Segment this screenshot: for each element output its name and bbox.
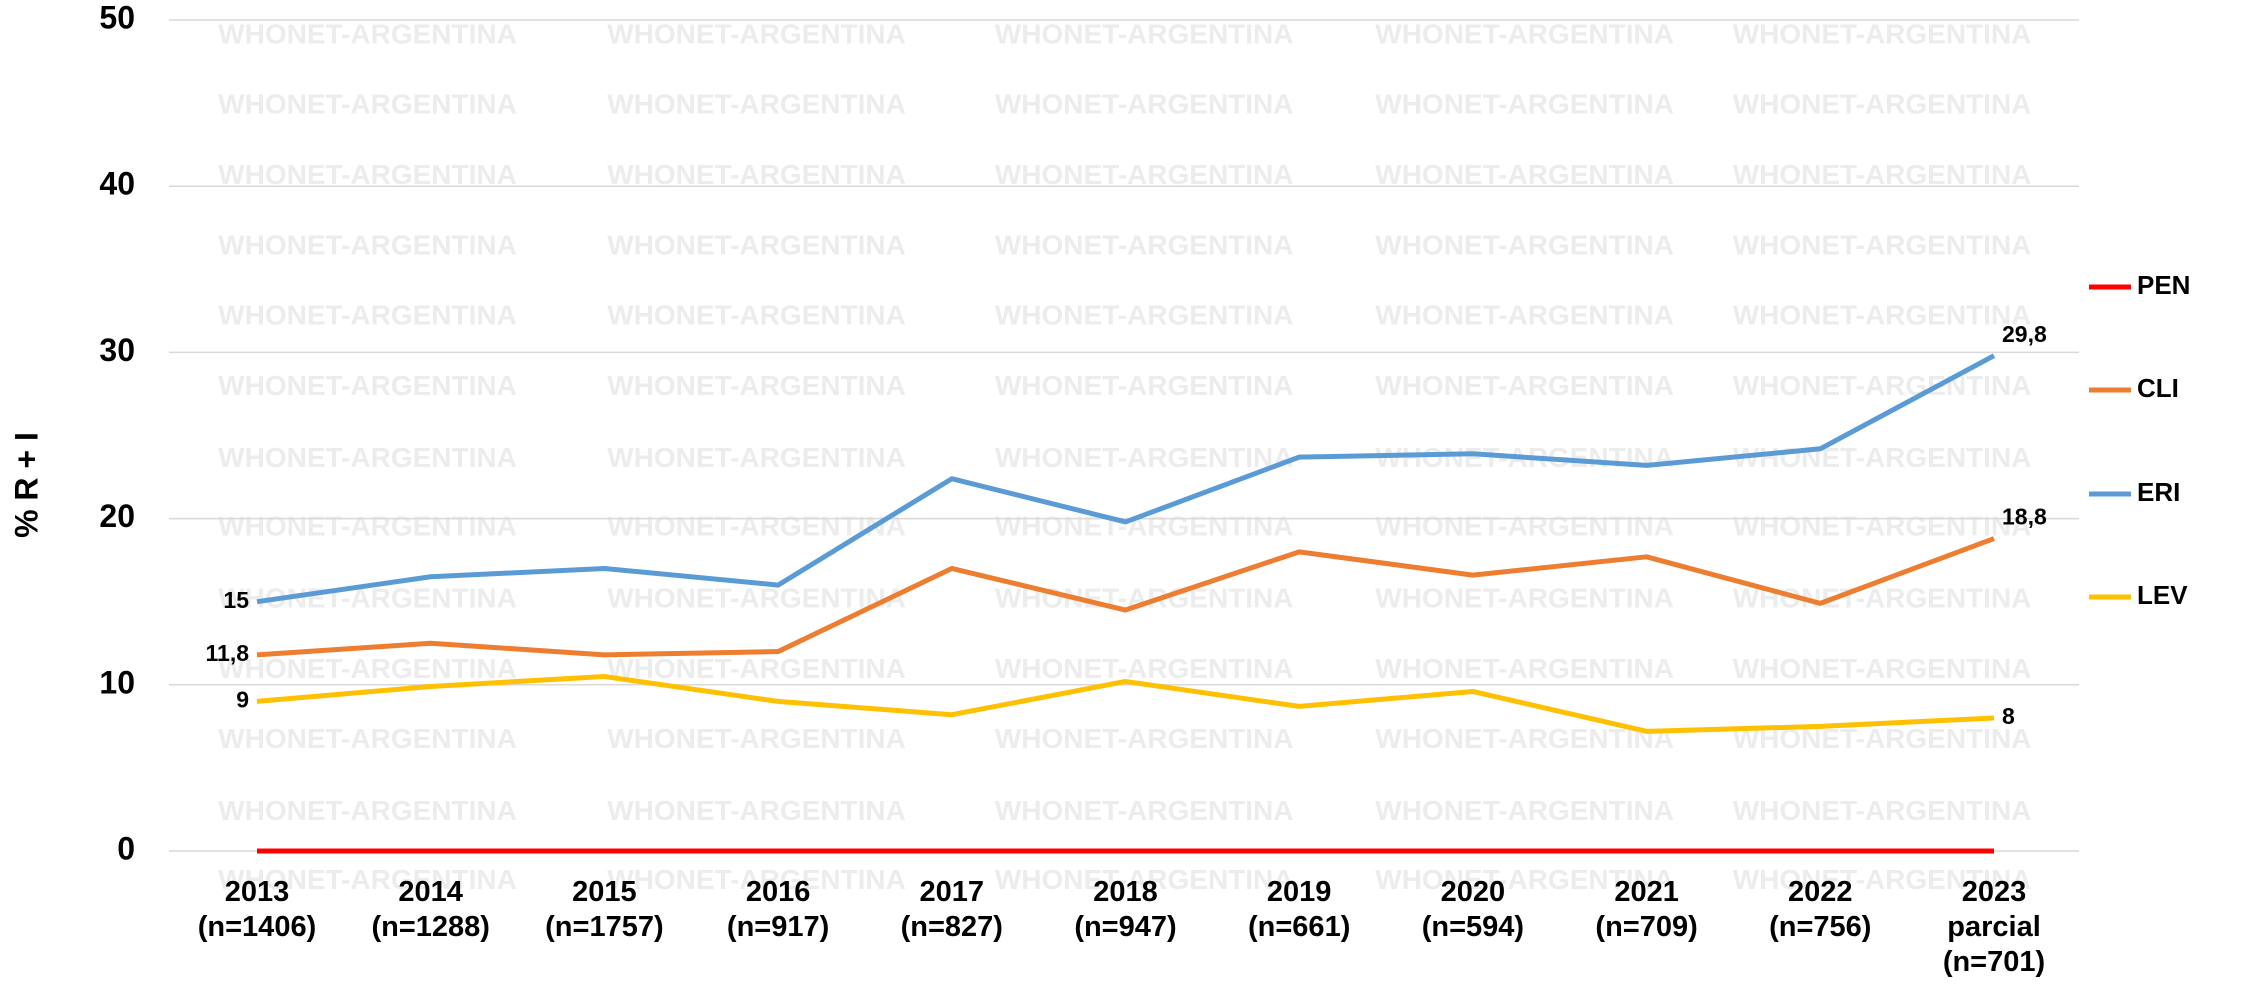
y-axis-label: % R + I: [8, 432, 44, 538]
x-tick-label: 2018 (n=947): [1074, 876, 1177, 943]
data-label: 15: [223, 587, 249, 613]
watermark: WHONET-ARGENTINA: [607, 653, 906, 684]
watermark: WHONET-ARGENTINA: [1733, 442, 2032, 473]
watermark: WHONET-ARGENTINA: [1375, 300, 1674, 331]
x-tick-label: 2016 (n=917): [726, 876, 830, 943]
legend-label: PEN: [2137, 270, 2190, 300]
watermark: WHONET-ARGENTINA: [607, 582, 906, 613]
watermark: WHONET-ARGENTINA: [607, 723, 906, 754]
watermark: WHONET-ARGENTINA: [218, 442, 517, 473]
watermark: WHONET-ARGENTINA: [218, 653, 517, 684]
watermark: WHONET-ARGENTINA: [1733, 159, 2032, 190]
watermark: WHONET-ARGENTINA: [1375, 89, 1674, 120]
watermark: WHONET-ARGENTINA: [995, 229, 1294, 260]
watermark: WHONET-ARGENTINA: [995, 582, 1294, 613]
watermark: WHONET-ARGENTINA: [607, 89, 906, 120]
watermark: WHONET-ARGENTINA: [607, 159, 906, 190]
legend-label: LEV: [2137, 580, 2188, 610]
watermark: WHONET-ARGENTINA: [218, 89, 517, 120]
watermark: WHONET-ARGENTINA: [218, 511, 517, 542]
watermark: WHONET-ARGENTINA: [607, 795, 906, 826]
x-tick-label: 2020 (n=594): [1421, 876, 1525, 943]
x-tick-label: 2019 (n=661): [1248, 876, 1351, 943]
watermark: WHONET-ARGENTINA: [607, 864, 906, 895]
y-tick-label: 40: [99, 166, 135, 202]
watermark: WHONET-ARGENTINA: [1733, 511, 2032, 542]
x-tick-label: 2017 (n=827): [900, 876, 1003, 943]
watermark: WHONET-ARGENTINA: [607, 18, 906, 49]
legend-label: CLI: [2137, 373, 2179, 403]
y-tick-label: 20: [99, 498, 135, 534]
data-label: 9: [236, 686, 249, 712]
watermark: WHONET-ARGENTINA: [1375, 370, 1674, 401]
series-line: [256, 536, 1995, 658]
watermark: WHONET-ARGENTINA: [995, 300, 1294, 331]
watermark: WHONET-ARGENTINA: [1733, 653, 2032, 684]
x-tick-label: 2023 parcial (n=701): [1942, 876, 2046, 978]
watermark: WHONET-ARGENTINA: [218, 18, 517, 49]
watermark: WHONET-ARGENTINA: [1733, 864, 2032, 895]
data-label: 11,8: [206, 640, 250, 666]
x-tick-label: 2022 (n=756): [1769, 876, 1872, 943]
watermark: WHONET-ARGENTINA: [1733, 300, 2032, 331]
watermark: WHONET-ARGENTINA: [995, 18, 1294, 49]
watermark: WHONET-ARGENTINA: [607, 442, 906, 473]
watermark: WHONET-ARGENTINA: [1733, 18, 2032, 49]
watermark: WHONET-ARGENTINA: [218, 795, 517, 826]
watermark: WHONET-ARGENTINA: [607, 370, 906, 401]
watermark: WHONET-ARGENTINA: [218, 864, 517, 895]
watermark: WHONET-ARGENTINA: [995, 370, 1294, 401]
watermark: WHONET-ARGENTINA: [995, 864, 1294, 895]
watermark: WHONET-ARGENTINA: [995, 89, 1294, 120]
y-tick-label: 0: [117, 830, 135, 866]
watermark: WHONET-ARGENTINA: [1375, 795, 1674, 826]
y-tick-label: 30: [99, 332, 135, 368]
watermark: WHONET-ARGENTINA: [218, 229, 517, 260]
watermark: WHONET-ARGENTINA: [1733, 89, 2032, 120]
watermark: WHONET-ARGENTINA: [995, 723, 1294, 754]
watermark: WHONET-ARGENTINA: [218, 300, 517, 331]
watermark: WHONET-ARGENTINA: [1375, 229, 1674, 260]
x-tick-label: 2021 (n=709): [1595, 876, 1698, 943]
watermark: WHONET-ARGENTINA: [1733, 370, 2032, 401]
x-tick-label: 2014 (n=1288): [371, 876, 490, 943]
watermark: WHONET-ARGENTINA: [218, 370, 517, 401]
data-label: 8: [2002, 703, 2015, 729]
watermark: WHONET-ARGENTINA: [1733, 229, 2032, 260]
watermark: WHONET-ARGENTINA: [218, 159, 517, 190]
x-tick-label: 2013 (n=1406): [197, 876, 317, 943]
watermark: WHONET-ARGENTINA: [995, 442, 1294, 473]
series-line: [256, 673, 1995, 734]
series-line: [256, 353, 1996, 605]
watermark: WHONET-ARGENTINA: [995, 795, 1294, 826]
watermark: WHONET-ARGENTINA: [1375, 511, 1674, 542]
watermark: WHONET-ARGENTINA: [1733, 582, 2032, 613]
data-label: 18,8: [2002, 504, 2047, 530]
y-tick-label: 50: [99, 0, 135, 35]
x-tick-label: 2015 (n=1757): [545, 876, 664, 943]
watermark: WHONET-ARGENTINA: [607, 229, 906, 260]
watermark: WHONET-ARGENTINA: [1375, 653, 1674, 684]
y-tick-label: 10: [99, 664, 135, 700]
watermark: WHONET-ARGENTINA: [218, 723, 517, 754]
watermark: WHONET-ARGENTINA: [995, 653, 1294, 684]
legend-label: ERI: [2137, 477, 2180, 507]
data-label: 29,8: [2002, 321, 2047, 347]
watermark: WHONET-ARGENTINA: [1375, 864, 1674, 895]
watermark: WHONET-ARGENTINA: [607, 300, 906, 331]
watermark: WHONET-ARGENTINA: [1375, 582, 1674, 613]
watermark: WHONET-ARGENTINA: [1375, 159, 1674, 190]
watermark: WHONET-ARGENTINA: [1375, 18, 1674, 49]
watermark: WHONET-ARGENTINA: [1733, 795, 2032, 826]
watermark: WHONET-ARGENTINA: [995, 159, 1294, 190]
